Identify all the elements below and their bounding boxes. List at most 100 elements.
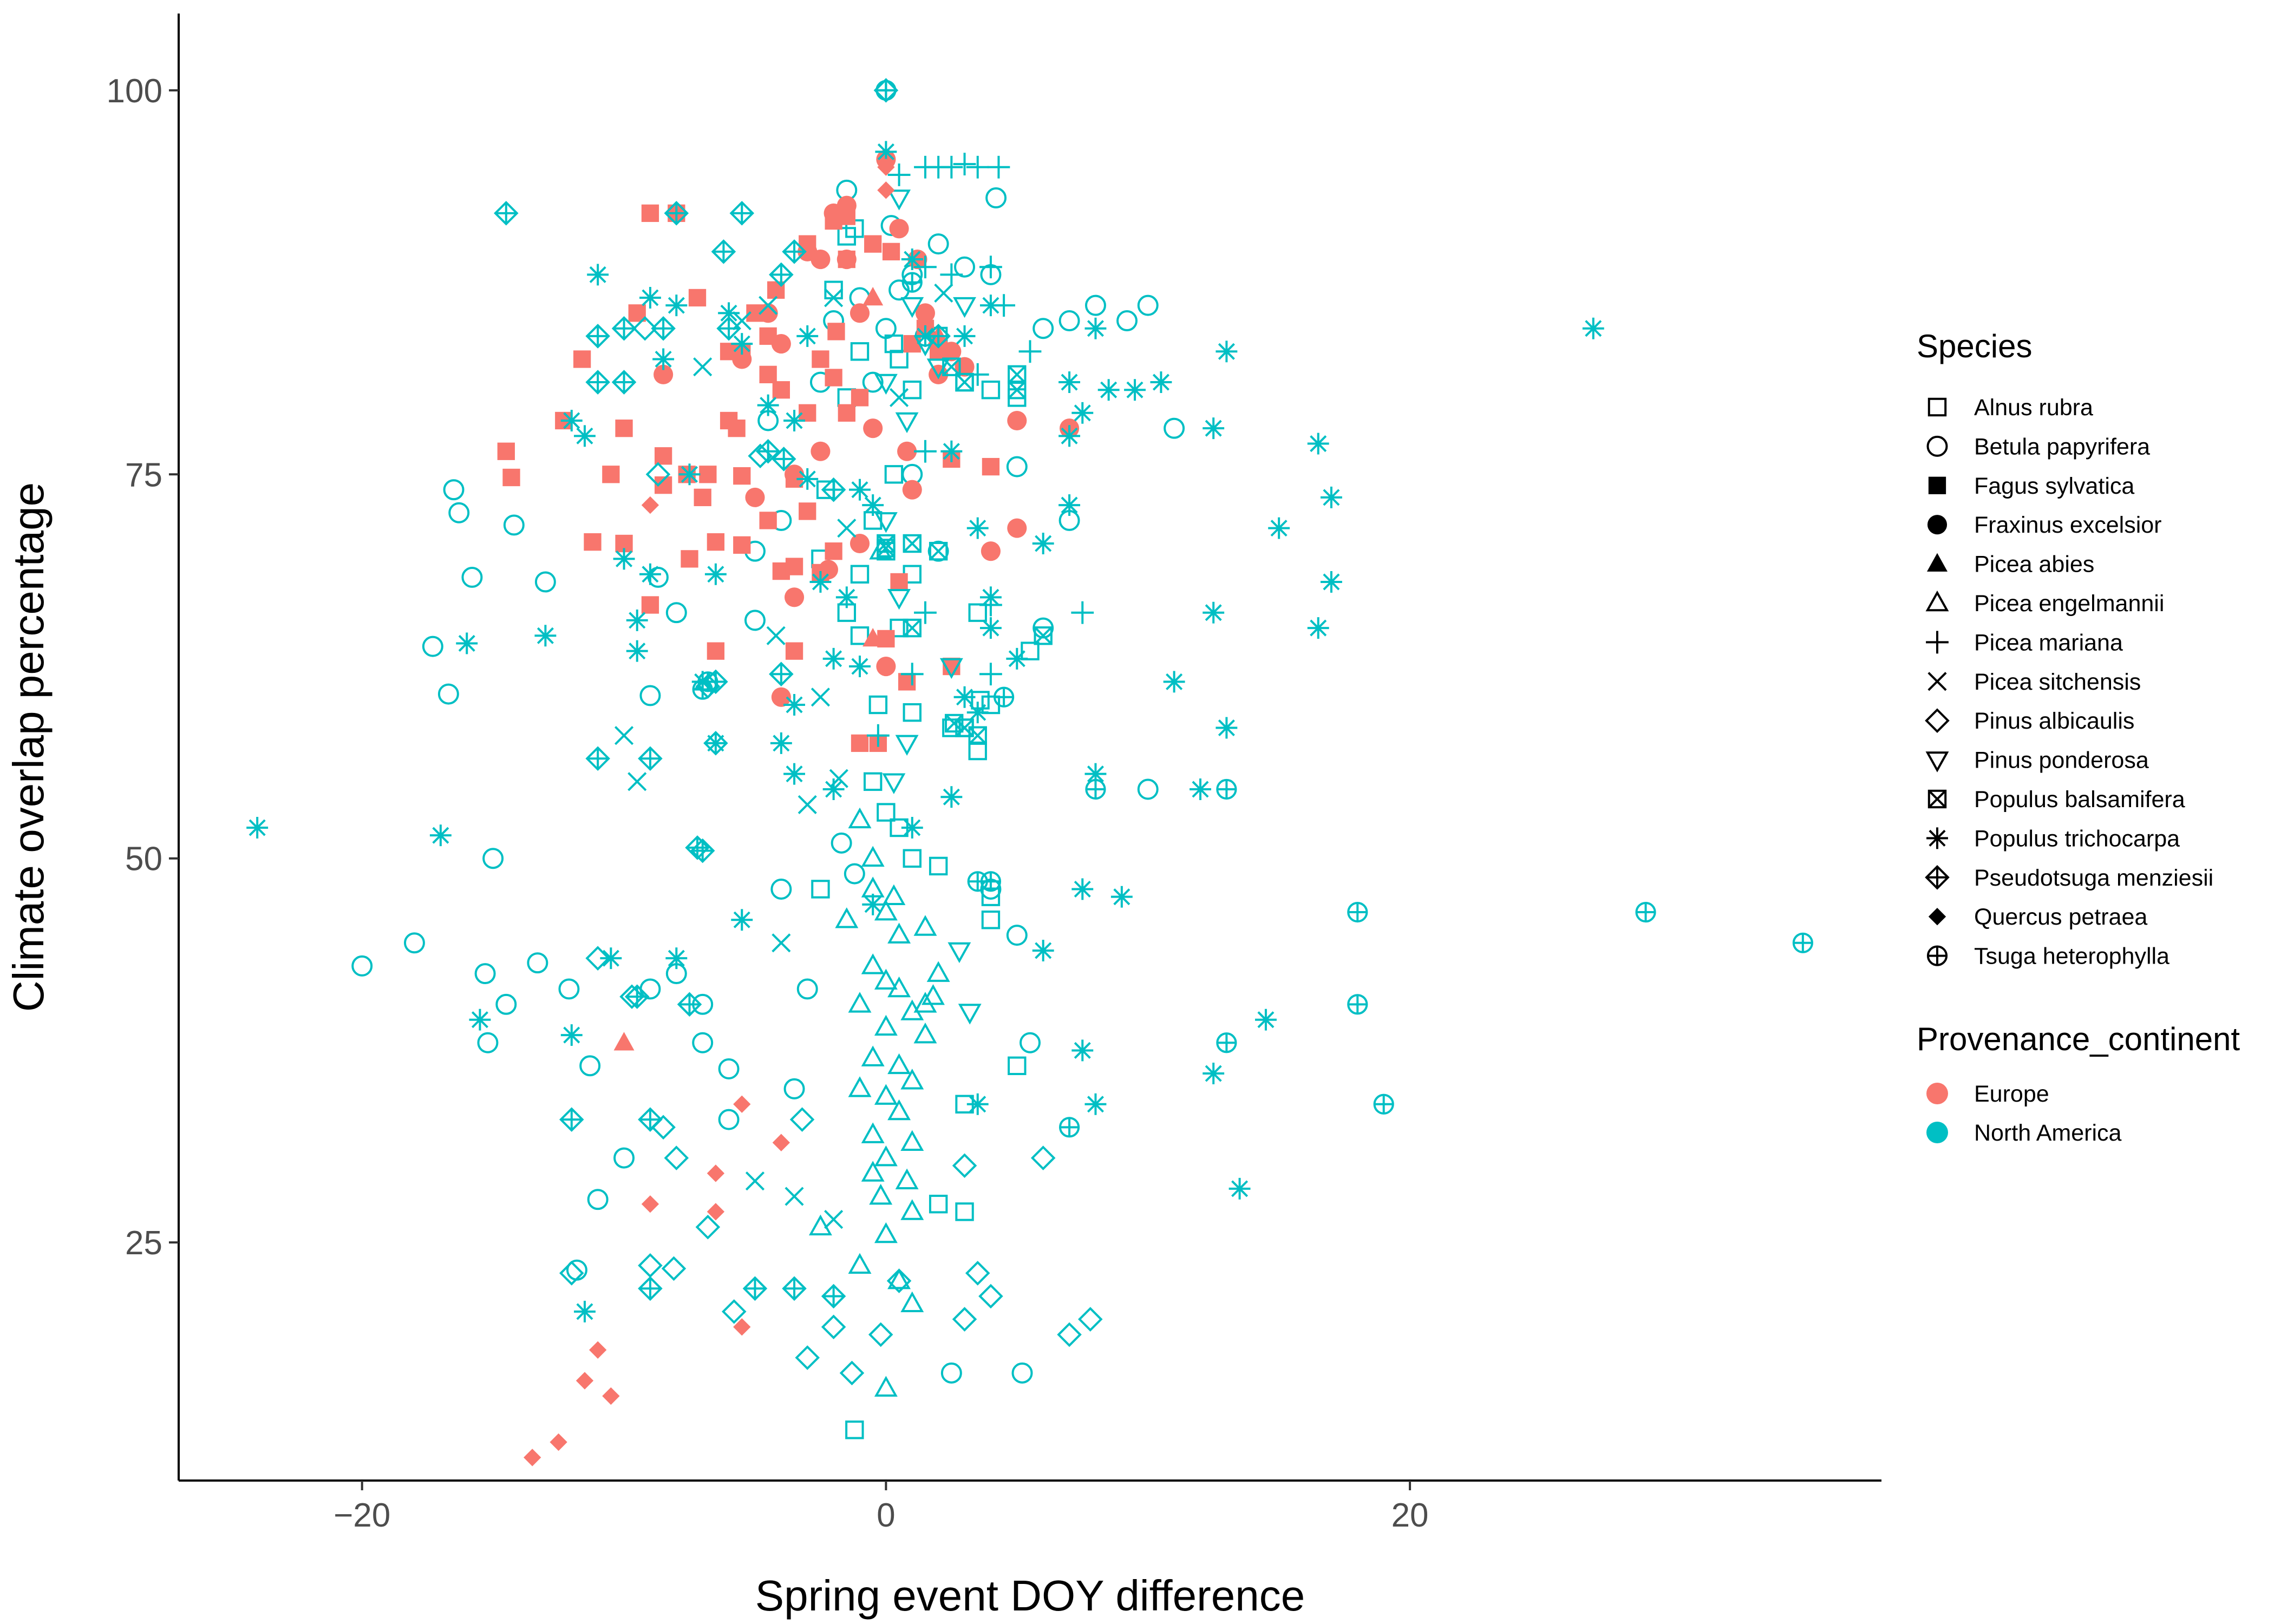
data-point [903,618,922,638]
data-point [822,647,845,670]
data-point [711,239,736,264]
data-point [874,512,898,533]
data-point [839,1360,865,1386]
data-point [848,992,872,1013]
data-point [694,488,711,507]
series-pinus-albicaulis [559,316,1103,1386]
data-point [587,264,609,286]
data-point [838,404,855,422]
data-point [772,1134,790,1151]
legend-label: Fraxinus excelsior [1974,512,2162,538]
data-point [559,1107,584,1132]
data-point [1792,932,1813,953]
data-point [1137,294,1159,316]
data-point [874,968,898,990]
data-point [868,695,888,715]
data-point [895,412,919,434]
legend-key-circle-plus [1926,945,1948,966]
y-tick-label: 50 [125,841,162,878]
data-point [940,440,963,462]
data-point [574,425,596,447]
data-point [926,961,950,982]
data-point [558,978,580,1000]
x-tick-label: −20 [334,1497,390,1534]
data-point [837,195,857,215]
legend-key-asterisk [1926,827,1948,849]
data-point [524,1449,541,1466]
data-point [632,316,658,341]
data-point [704,563,727,585]
data-point [1084,294,1106,316]
data-point [755,438,781,464]
data-point [827,323,845,340]
data-point [861,846,885,867]
data-point [895,735,919,756]
legend-label: Pinus albicaulis [1974,708,2134,734]
data-point [849,479,871,501]
data-point [641,204,659,222]
data-point [1373,1093,1394,1115]
data-point [1085,778,1106,800]
data-point [901,817,923,839]
data-point [628,772,647,791]
data-point [971,691,990,710]
data-point [862,287,884,306]
data-point [875,80,897,101]
data-point [914,601,937,624]
data-point [1006,456,1028,477]
data-point [952,1307,977,1332]
data-point [1033,617,1054,639]
data-point [901,248,923,270]
data-point [809,571,832,593]
data-point [887,589,911,610]
data-point [469,1009,491,1031]
data-point [850,303,870,323]
data-point [1011,1362,1033,1384]
data-point [861,1122,885,1143]
data-point [665,294,688,317]
y-tick-label: 75 [125,456,162,494]
data-point [611,316,637,341]
data-point [922,984,945,1005]
legend-label: Pseudotsuga menziesii [1974,865,2213,891]
legend-key-open-square [1927,397,1947,417]
data-point [837,249,857,270]
data-point [639,563,661,585]
data-point [707,533,725,551]
data-point [987,155,1010,179]
data-point [685,835,710,860]
data-point [1006,647,1028,670]
data-point [759,512,777,529]
data-point [913,915,937,936]
data-point [939,658,963,679]
series-betula-papyrifera [351,179,1185,1384]
data-point [1320,571,1342,593]
data-point [799,502,816,520]
data-point [602,1387,620,1405]
data-point [456,632,478,654]
data-point [967,871,988,892]
data-point [900,1130,924,1151]
data-point [903,381,922,400]
data-point [1058,310,1080,332]
data-point [678,463,701,486]
data-point [695,1215,721,1240]
data-point [1097,379,1120,401]
legend-label: Alnus rubra [1974,395,2093,421]
data-point [876,656,896,677]
data-point [914,256,937,279]
data-point [796,325,819,347]
data-point [978,1284,1003,1309]
data-point [811,687,830,707]
data-point [664,201,689,226]
data-point [890,573,908,591]
data-point [782,1276,807,1301]
data-point [1203,417,1225,440]
data-point [560,410,583,431]
data-point [1078,1307,1103,1332]
data-point [979,294,1002,317]
data-point [602,466,620,483]
data-point [661,1256,687,1281]
data-point [942,357,961,376]
data-point [913,1022,937,1044]
